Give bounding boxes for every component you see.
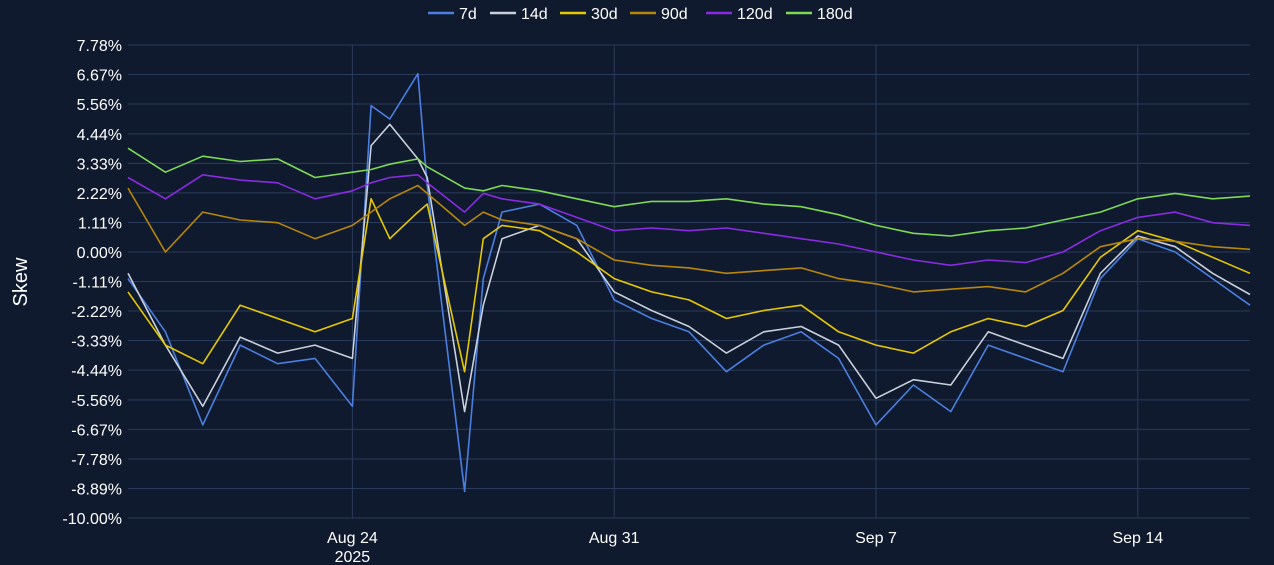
y-tick-label: -8.89% — [71, 481, 122, 498]
legend-label: 14d — [521, 6, 548, 23]
y-tick-label: 7.78% — [77, 38, 122, 55]
legend-label: 120d — [737, 6, 773, 23]
legend-label: 30d — [591, 6, 618, 23]
y-tick-label: -4.44% — [71, 363, 122, 380]
series-line-7d — [127, 72, 1251, 493]
grid — [128, 44, 1250, 519]
x-tick-label: Sep 7 — [855, 530, 897, 547]
legend-item-90d[interactable]: 90d — [630, 6, 688, 23]
legend-item-7d[interactable]: 7d — [428, 6, 477, 23]
y-tick-label: -7.78% — [71, 452, 122, 469]
x-tick-label: Sep 14 — [1112, 530, 1163, 547]
y-tick-label: -5.56% — [71, 393, 122, 410]
x-axis: Aug 24 2025 Aug 31 Sep 7 Sep 14 — [327, 530, 1163, 565]
series-lines — [127, 72, 1251, 493]
legend-item-180d[interactable]: 180d — [786, 6, 853, 23]
y-tick-label: 3.33% — [77, 156, 122, 173]
y-tick-label: 6.67% — [77, 68, 122, 85]
legend-label: 7d — [459, 6, 477, 23]
x-tick-label: Aug 24 — [327, 530, 378, 547]
series-line-14d — [127, 123, 1251, 413]
legend-label: 180d — [817, 6, 853, 23]
legend-item-120d[interactable]: 120d — [706, 6, 773, 23]
legend[interactable]: 7d 14d 30d 90d 120d 180d — [428, 6, 853, 23]
y-tick-label: -1.11% — [72, 275, 122, 292]
y-tick-label: -10.00% — [62, 511, 122, 528]
y-tick-label: 5.56% — [77, 97, 122, 114]
series-line-120d — [127, 174, 1251, 267]
y-tick-label: -3.33% — [71, 334, 122, 351]
y-tick-label: -2.22% — [71, 304, 122, 321]
series-line-30d — [127, 198, 1251, 373]
y-tick-label: -6.67% — [71, 422, 122, 439]
y-tick-label: 2.22% — [77, 186, 122, 203]
legend-item-14d[interactable]: 14d — [490, 6, 548, 23]
x-tick-label: Aug 31 — [589, 530, 640, 547]
y-axis-title: Skew — [10, 257, 32, 306]
y-tick-label: 0.00% — [77, 245, 122, 262]
y-axis: 7.78% 6.67% 5.56% 4.44% 3.33% 2.22% 1.11% 0.00%… — [62, 38, 122, 528]
y-tick-label: 1.11% — [78, 215, 122, 232]
series-line-180d — [127, 147, 1251, 237]
y-tick-label: 4.44% — [77, 127, 122, 144]
series-line-90d — [127, 184, 1251, 293]
legend-item-30d[interactable]: 30d — [560, 6, 618, 23]
legend-label: 90d — [661, 6, 688, 23]
x-tick-sublabel: 2025 — [335, 549, 371, 565]
